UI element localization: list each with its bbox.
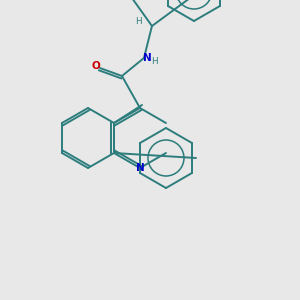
Text: N: N [142,53,151,63]
Text: N: N [136,163,144,173]
Text: H: H [135,17,141,26]
Text: O: O [92,61,100,71]
Text: H: H [151,58,157,67]
